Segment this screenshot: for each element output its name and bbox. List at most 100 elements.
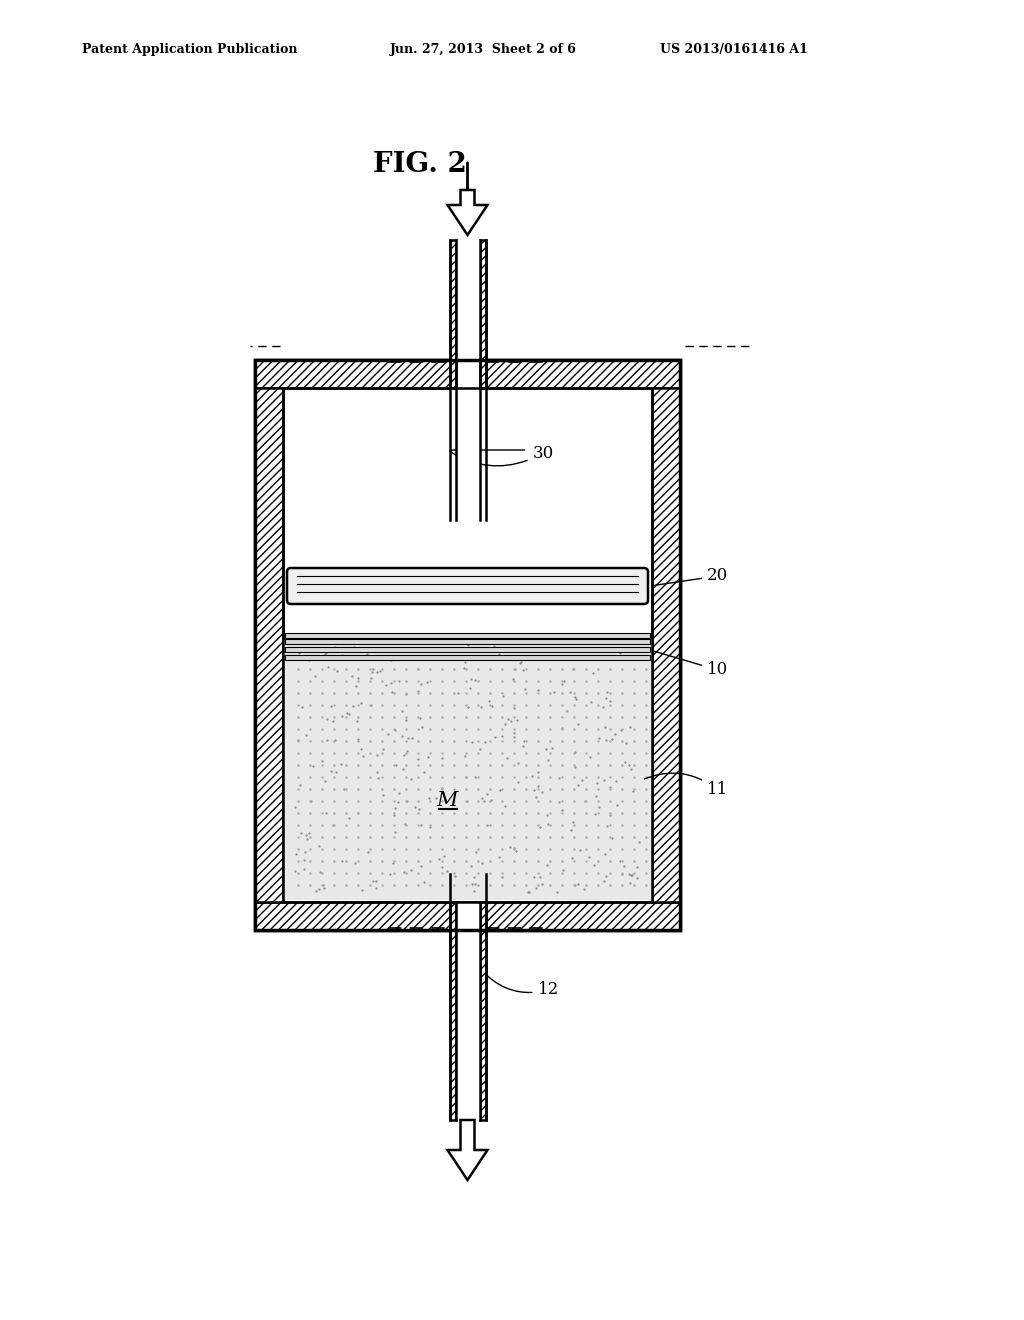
Point — [318, 730, 335, 751]
Point — [554, 799, 570, 820]
Point — [530, 678, 547, 700]
Point — [387, 797, 403, 818]
Point — [334, 706, 350, 727]
Bar — [450, 902, 456, 931]
Point — [463, 855, 479, 876]
Point — [468, 841, 484, 862]
Point — [505, 668, 521, 689]
Point — [459, 791, 475, 812]
Point — [616, 855, 633, 876]
Point — [515, 659, 531, 680]
Text: M: M — [437, 791, 458, 809]
Point — [349, 710, 366, 731]
Point — [387, 719, 403, 741]
Point — [447, 866, 464, 887]
Bar — [450, 902, 485, 931]
Bar — [450, 360, 485, 388]
Point — [317, 771, 334, 792]
Point — [339, 704, 355, 725]
Bar — [479, 931, 485, 1119]
Point — [596, 717, 612, 738]
Point — [497, 796, 513, 817]
Point — [354, 880, 371, 902]
Point — [598, 730, 614, 751]
Point — [438, 861, 455, 882]
Point — [458, 766, 474, 787]
Point — [403, 768, 420, 789]
Point — [629, 867, 645, 888]
Point — [624, 865, 640, 886]
Point — [512, 653, 528, 675]
Point — [502, 837, 518, 858]
Point — [574, 770, 591, 791]
Point — [509, 710, 525, 731]
Point — [412, 708, 428, 729]
Point — [369, 744, 385, 766]
Point — [567, 756, 584, 777]
Point — [407, 796, 423, 817]
Bar — [479, 902, 485, 931]
Point — [353, 692, 370, 713]
Point — [434, 747, 451, 768]
Point — [598, 681, 614, 702]
Text: 11: 11 — [644, 774, 728, 799]
Point — [288, 797, 304, 818]
Point — [402, 859, 419, 880]
Point — [591, 797, 607, 818]
Point — [326, 814, 342, 836]
Bar — [456, 240, 479, 520]
Point — [398, 791, 415, 812]
Point — [382, 863, 398, 884]
Point — [298, 725, 314, 746]
Point — [383, 649, 399, 671]
Bar — [479, 240, 485, 360]
Point — [611, 642, 628, 663]
Point — [375, 785, 391, 807]
Point — [334, 644, 350, 665]
Point — [317, 642, 334, 663]
Point — [604, 828, 621, 849]
Point — [339, 640, 355, 661]
Point — [387, 755, 403, 776]
Text: US 2013/0161416 A1: US 2013/0161416 A1 — [660, 44, 808, 57]
Point — [317, 803, 334, 824]
Point — [567, 741, 584, 762]
Point — [391, 783, 408, 804]
Point — [305, 755, 322, 776]
Point — [534, 873, 550, 894]
Point — [311, 836, 328, 857]
Point — [631, 832, 647, 853]
Point — [554, 673, 570, 694]
Point — [546, 682, 562, 704]
Text: FIG. 2: FIG. 2 — [373, 152, 467, 178]
Point — [510, 772, 526, 793]
Point — [346, 853, 362, 874]
Point — [368, 878, 384, 899]
Point — [529, 762, 546, 783]
Point — [464, 731, 480, 752]
Point — [334, 850, 350, 871]
Point — [314, 750, 331, 771]
Point — [328, 762, 344, 783]
Point — [582, 747, 598, 768]
Point — [506, 698, 522, 719]
Point — [570, 774, 587, 795]
Point — [362, 694, 379, 715]
Point — [606, 723, 623, 744]
Point — [589, 772, 605, 793]
Point — [625, 780, 641, 801]
Point — [456, 657, 472, 678]
Bar — [255, 902, 680, 931]
Point — [540, 814, 556, 836]
Point — [318, 709, 335, 730]
Point — [373, 638, 389, 659]
Bar — [285, 639, 650, 644]
Point — [310, 879, 327, 900]
Point — [422, 816, 438, 837]
Text: 12: 12 — [483, 972, 559, 998]
Text: 30: 30 — [450, 445, 554, 466]
Point — [526, 866, 543, 887]
Point — [420, 746, 436, 767]
Text: Patent Application Publication: Patent Application Publication — [82, 44, 298, 57]
Point — [510, 752, 526, 774]
